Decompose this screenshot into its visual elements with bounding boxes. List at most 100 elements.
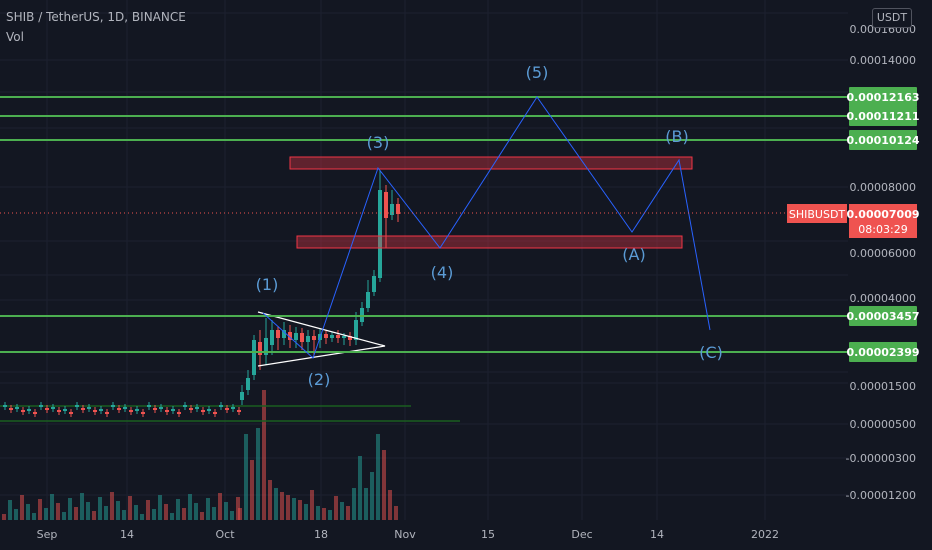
currency-button[interactable]: USDT — [872, 8, 912, 28]
candle — [354, 320, 358, 340]
candle — [264, 338, 268, 355]
volume-bar — [116, 501, 120, 520]
volume-bar — [328, 510, 332, 520]
volume-bar — [358, 456, 362, 520]
level-price-tag — [849, 106, 917, 126]
volume-bar — [134, 505, 138, 520]
candle — [306, 336, 310, 342]
volume-bar — [280, 492, 284, 520]
volume-bar — [32, 513, 36, 520]
current-price-tag — [849, 204, 917, 238]
volume-bar — [218, 493, 222, 520]
price-tick-label: 0.00000500 — [850, 418, 916, 431]
candle — [372, 276, 376, 292]
price-tick-label: -0.00000300 — [846, 452, 916, 465]
candle — [270, 330, 274, 345]
candle — [33, 412, 37, 414]
candle — [195, 407, 199, 409]
volume-bar — [286, 495, 290, 520]
price-tick-label: 0.00001500 — [850, 380, 916, 393]
wave-label: (2) — [308, 370, 331, 389]
candle — [57, 410, 61, 412]
volume-bar — [158, 495, 162, 520]
candle — [45, 408, 49, 410]
candle — [207, 409, 211, 411]
volume-bar — [182, 508, 186, 520]
volume-bar — [316, 506, 320, 520]
candle — [189, 408, 193, 410]
candle — [246, 378, 250, 390]
volume-bar — [98, 497, 102, 520]
time-tick-label: 15 — [481, 528, 495, 541]
candle — [390, 204, 394, 215]
level-price-label: 0.00010124 — [846, 134, 919, 147]
volume-bar — [176, 499, 180, 520]
volume-bar — [194, 503, 198, 520]
volume-bar — [364, 488, 368, 520]
time-tick-label: Dec — [571, 528, 592, 541]
symbol-tag — [787, 204, 847, 223]
candle — [135, 409, 139, 411]
volume-bar — [188, 494, 192, 520]
candle — [213, 412, 217, 414]
candle — [63, 409, 67, 411]
wave-label: (5) — [526, 63, 549, 82]
volume-bar — [50, 494, 54, 520]
symbol-tag-label: SHIBUSDT — [789, 208, 846, 221]
candle — [129, 410, 133, 412]
time-tick-label: 2022 — [751, 528, 779, 541]
candle — [183, 405, 187, 407]
candle — [282, 330, 286, 338]
volume-bar — [80, 493, 84, 520]
candle — [87, 407, 91, 409]
volume-bar — [370, 472, 374, 520]
candle — [69, 412, 73, 414]
candle — [294, 333, 298, 340]
price-tick-label: 0.00008000 — [850, 181, 916, 194]
volume-bar — [8, 500, 12, 520]
price-tick-label: -0.00001200 — [846, 489, 916, 502]
symbol-title: SHIB / TetherUS, 1D, BINANCE — [6, 10, 186, 24]
support-zone — [296, 235, 683, 249]
price-tick-label: 0.00014000 — [850, 54, 916, 67]
volume-indicator-label: Vol — [6, 30, 24, 44]
time-tick-label: Sep — [37, 528, 58, 541]
volume-bar — [298, 500, 302, 520]
candle — [51, 407, 55, 409]
volume-bar — [346, 506, 350, 520]
candle — [9, 408, 13, 410]
volume-bar — [128, 496, 132, 520]
volume-bar — [56, 503, 60, 520]
volume-bar — [340, 502, 344, 520]
volume-bar — [110, 492, 114, 520]
volume-bar — [14, 509, 18, 520]
triangle-pattern — [257, 311, 386, 367]
volume-bar — [92, 511, 96, 520]
volume-bar — [250, 460, 254, 520]
candle — [105, 412, 109, 414]
volume-bar — [256, 428, 260, 520]
volume-bar — [212, 507, 216, 520]
wave-label: (4) — [431, 263, 454, 282]
candle — [159, 407, 163, 409]
volume-bar — [238, 508, 242, 520]
volume-bar — [244, 434, 248, 520]
volume-bar — [122, 510, 126, 520]
candle — [237, 410, 241, 412]
volume-bar — [170, 513, 174, 520]
candle — [201, 410, 205, 412]
time-tick-label: Nov — [394, 528, 416, 541]
candle — [39, 405, 43, 407]
candle — [348, 336, 352, 340]
time-tick-label: 14 — [650, 528, 664, 541]
time-tick-label: 18 — [314, 528, 328, 541]
countdown-label: 08:03:29 — [858, 223, 907, 236]
candle — [177, 412, 181, 414]
candle — [384, 192, 388, 218]
time-tick-label: Oct — [215, 528, 235, 541]
candle — [171, 409, 175, 411]
candle — [147, 405, 151, 407]
volume-bar — [388, 490, 392, 520]
candle — [153, 408, 157, 410]
